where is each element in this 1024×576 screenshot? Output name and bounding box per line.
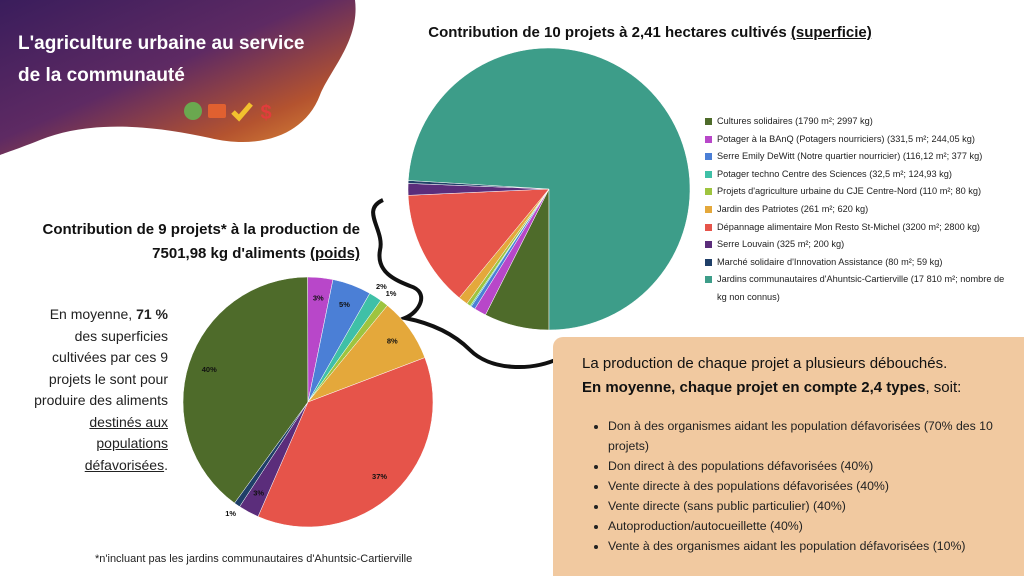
text: En moyenne,: [49, 306, 137, 322]
value-label: 40%: [202, 365, 217, 374]
legend-swatch: [705, 118, 712, 125]
pie2-title: Contribution de 9 projets* à la producti…: [30, 218, 360, 266]
box-intro: La production de chaque projet a plusieu…: [582, 352, 1002, 400]
pie-slice: [407, 47, 691, 331]
text-underlined: destinés aux populations défavorisées: [84, 413, 168, 473]
title-underlined: (superficie): [790, 24, 872, 41]
title-underlined: (poids): [310, 245, 360, 262]
legend-swatch: [705, 170, 712, 178]
legend-entry: Serre Emily DeWitt (Notre quartier nourr…: [705, 148, 1015, 166]
legend-entry: Marché solidaire d'Innovation Assistance…: [705, 254, 1015, 272]
title-text: Contribution de 9 projets* à la producti…: [42, 221, 360, 262]
legend-label: Serre Emily DeWitt (Notre quartier nourr…: [717, 151, 983, 162]
value-label: 5%: [339, 300, 350, 309]
legend-entry: Projets d'agriculture urbaine du CJE Cen…: [705, 183, 1015, 201]
pies: 40%3%5%2%1%8%37%3%1%: [182, 47, 691, 528]
bullet-list: Don à des organismes aidant les populati…: [592, 416, 1018, 556]
legend-label: Potager à la BAnQ (Potagers nourriciers)…: [717, 133, 975, 144]
footnote: *n'incluant pas les jardins communautair…: [95, 553, 413, 565]
legend-swatch: [705, 135, 712, 143]
legend-entry: Jardin des Patriotes (261 m²; 620 kg): [705, 201, 1015, 219]
main-title: L'agriculture urbaine au service de la c…: [18, 33, 305, 86]
legend-entry: Cultures solidaires (1790 m²; 2997 kg): [705, 113, 1015, 131]
pie-slice: [257, 357, 434, 528]
left-text: En moyenne, 71 % des superficies cultivé…: [28, 304, 168, 476]
bullet-item: Vente directe à des populations défavori…: [608, 476, 1018, 496]
emphasis: En moyenne, chaque projet en compte 2,4 …: [582, 379, 926, 396]
legend-label: Jardin des Patriotes (261 m²; 620 kg): [717, 203, 869, 214]
info-box: [553, 337, 1024, 576]
brace: [371, 198, 561, 369]
value-label: 1%: [225, 509, 236, 518]
text-bold: 71 %: [136, 306, 168, 322]
dollar-icon: $: [260, 102, 271, 124]
legend-entry: Jardins communautaires d'Ahuntsic-Cartie…: [705, 271, 1015, 306]
legend-swatch: [705, 223, 712, 231]
bullet-item: Vente directe (sans public particulier) …: [608, 496, 1018, 516]
legend-swatch: [705, 258, 712, 266]
legend-label: Potager techno Centre des Sciences (32,5…: [717, 168, 952, 179]
legend-label: Projets d'agriculture urbaine du CJE Cen…: [717, 186, 982, 197]
pie1-title: Contribution de 10 projets à 2,41 hectar…: [380, 24, 920, 41]
legend-label: Cultures solidaires (1790 m²; 2997 kg): [717, 116, 873, 126]
legend-label: Jardins communautaires d'Ahuntsic-Cartie…: [717, 274, 1005, 302]
title-text: Contribution de 10 projets à 2,41 hectar…: [428, 24, 787, 41]
bullet-item: Don direct à des populations défavorisée…: [608, 456, 1018, 476]
bullet-item: Vente à des organismes aidant les popula…: [608, 536, 1018, 556]
value-label: 8%: [387, 336, 398, 345]
legend-swatch: [705, 188, 712, 196]
text: .: [164, 456, 168, 473]
value-label: 37%: [372, 472, 387, 481]
legend-swatch: [705, 205, 712, 213]
bullet-item: Don à des organismes aidant les populati…: [608, 416, 1018, 456]
pie-slice: [234, 401, 309, 507]
value-label: 3%: [313, 294, 324, 303]
value-label: 1%: [386, 289, 397, 298]
legend-swatch: [705, 241, 712, 249]
legend-label: Dépannage alimentaire Mon Resto St-Miche…: [717, 221, 980, 232]
legend-entry: Potager techno Centre des Sciences (32,5…: [705, 166, 1015, 184]
value-label: 2%: [376, 282, 387, 291]
legend-entry: Dépannage alimentaire Mon Resto St-Miche…: [705, 219, 1015, 237]
text: des superficies cultivées par ces 9 proj…: [34, 327, 168, 409]
bullet-item: Autoproduction/autocueillette (40%): [608, 516, 1018, 536]
pie-slice: [407, 188, 550, 299]
legend-label: Marché solidaire d'Innovation Assistance…: [717, 256, 943, 267]
legend-swatch: [705, 153, 712, 161]
legend-label: Serre Louvain (325 m²; 200 kg): [717, 239, 845, 250]
icons: $: [184, 102, 272, 124]
intro: La production de chaque projet a plusieu…: [582, 355, 948, 372]
after: , soit:: [925, 379, 962, 396]
pie-slice: [182, 276, 309, 504]
legend-entry: Potager à la BAnQ (Potagers nourriciers)…: [705, 131, 1015, 149]
value-label: 3%: [253, 488, 264, 497]
title-background: [0, 0, 356, 155]
legend: Cultures solidaires (1790 m²; 2997 kg) Po…: [705, 113, 1015, 307]
legend-entry: Serre Louvain (325 m²; 200 kg): [705, 236, 1015, 254]
legend-swatch: [705, 276, 712, 284]
